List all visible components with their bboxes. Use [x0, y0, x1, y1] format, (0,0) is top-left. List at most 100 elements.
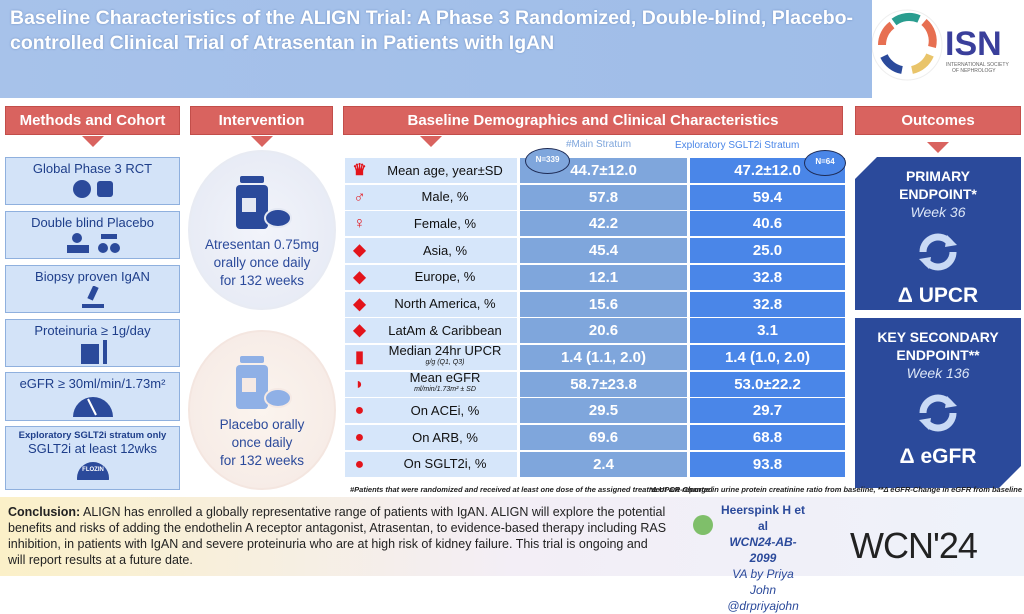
globe-dice-icon: [6, 178, 179, 200]
isn-logo: ISN INTERNATIONAL SOCIETY OF NEPHROLOGY: [871, 0, 1024, 98]
page-title: Baseline Characteristics of the ALIGN Tr…: [10, 7, 854, 54]
row-label: ♛ Mean age, year±SD: [345, 158, 517, 183]
table-row: ◗ Mean eGFR ml/min/1.73m² ± SD 58.7±23.8 5…: [345, 371, 845, 397]
asia-map-icon: ◆: [353, 242, 366, 260]
female-icon: ♀: [353, 215, 366, 233]
main-stratum-value: 45.4: [520, 238, 687, 264]
row-label: ◆ North America, %: [345, 291, 517, 317]
intervention-text: Atresentan 0.75mg orally once daily for 13…: [204, 237, 320, 288]
microscope-icon: [6, 286, 179, 310]
table-row: ● On ARB, % 69.6 68.8: [345, 425, 845, 450]
column-header-main: #Main Stratum: [566, 139, 632, 150]
latam-map-icon: ◆: [353, 322, 366, 340]
header-intervention: Intervention: [190, 106, 333, 135]
conclusion: Conclusion: ALIGN has enrolled a globall…: [8, 505, 667, 567]
credits: Heerspink H et al WCN24-AB-2099 VA by Pr…: [720, 503, 806, 613]
row-label: ◆ Europe, %: [345, 264, 517, 290]
refresh-cycle-icon: [919, 233, 957, 271]
row-label: ♀ Female, %: [345, 211, 517, 237]
table-row: ◆ North America, % 15.6 32.8: [345, 291, 845, 317]
intervention-placebo: Placebo orally once daily for 132 weeks: [188, 330, 336, 490]
gauge-icon: [6, 393, 179, 417]
exploratory-stratum-value: 25.0: [690, 238, 845, 264]
main-stratum-value: 69.6: [520, 425, 687, 450]
column-header-exploratory: Exploratory SGLT2i Stratum: [675, 140, 800, 151]
method-item: eGFR ≥ 30ml/min/1.73m²: [5, 372, 180, 421]
outcome-footnote: *Δ UPCR-Change in urine protein creatini…: [649, 485, 1022, 494]
row-label: ◆ LatAm & Caribbean: [345, 318, 517, 344]
table-row: ♛ Mean age, year±SD 44.7±12.0 47.2±12.0: [345, 158, 845, 183]
table-row: ● On SGLT2i, % 2.4 93.8: [345, 451, 845, 477]
row-label: ● On SGLT2i, %: [345, 451, 517, 477]
male-icon: ♂: [353, 188, 366, 206]
header-methods: Methods and Cohort: [5, 106, 180, 135]
gauge-icon: ◗: [354, 375, 365, 393]
acei-pill-icon: ●: [354, 402, 365, 420]
table-footnote: #Patients that were randomized and recei…: [350, 485, 713, 494]
n-badge-main: N=339: [525, 148, 570, 174]
exploratory-stratum-value: 3.1: [690, 318, 845, 344]
down-arrow-icon: [251, 136, 273, 147]
exploratory-stratum-value: 59.4: [690, 184, 845, 210]
exploratory-stratum-value: 29.7: [690, 398, 845, 424]
row-label: ♂ Male, %: [345, 184, 517, 210]
exploratory-stratum-value: 32.8: [690, 291, 845, 317]
svg-text:OF NEPHROLOGY: OF NEPHROLOGY: [952, 68, 996, 74]
urine-cup-icon: ▮: [355, 348, 364, 366]
svg-text:FLOZIN: FLOZIN: [82, 467, 104, 473]
table-row: ♂ Male, % 57.8 59.4: [345, 184, 845, 210]
row-label: ◗ Mean eGFR ml/min/1.73m² ± SD: [345, 371, 517, 397]
north-america-map-icon: ◆: [353, 295, 366, 313]
method-item: Biopsy proven IgAN: [5, 265, 180, 313]
method-item: Global Phase 3 RCT: [5, 157, 180, 205]
header-outcomes: Outcomes: [855, 106, 1021, 135]
exploratory-stratum-value: 53.0±22.2: [690, 371, 845, 397]
row-label: ● On ACEi, %: [345, 398, 517, 424]
row-label: ● On ARB, %: [345, 425, 517, 450]
urine-cup-icon: [6, 340, 179, 364]
down-arrow-icon: [927, 142, 949, 153]
pill-bottle-icon: [236, 176, 292, 229]
table-row: ● On ACEi, % 29.5 29.7: [345, 398, 845, 424]
main-stratum-value: 12.1: [520, 264, 687, 290]
arb-pill-icon: ●: [354, 429, 365, 446]
method-item: Double blind Placebo: [5, 211, 180, 259]
flozin-pill-icon: FLOZIN: [6, 458, 179, 480]
table-row: ♀ Female, % 42.2 40.6: [345, 211, 845, 237]
intervention-atrasentan: Atresentan 0.75mg orally once daily for 13…: [188, 150, 336, 310]
blinded-people-icon: [6, 232, 179, 254]
main-stratum-value: 58.7±23.8: [520, 371, 687, 397]
cake-icon: ♛: [352, 162, 367, 179]
pill-bottle-icon: [236, 356, 292, 409]
main-stratum-value: 42.2: [520, 211, 687, 237]
europe-map-icon: ◆: [353, 268, 366, 286]
kidney-logo-icon: [693, 515, 713, 535]
header-baseline: Baseline Demographics and Clinical Chara…: [343, 106, 843, 135]
main-stratum-value: 29.5: [520, 398, 687, 424]
table-row: ◆ Asia, % 45.4 25.0: [345, 238, 845, 264]
main-stratum-value: 1.4 (1.1, 2.0): [520, 344, 687, 370]
flozin-pill-icon: ●: [354, 455, 365, 473]
svg-text:INTERNATIONAL SOCIETY: INTERNATIONAL SOCIETY: [946, 62, 1009, 68]
svg-text:ISN: ISN: [945, 25, 1002, 63]
outcome-box: KEY SECONDARY ENDPOINT** Week 136 Δ eGFR: [855, 318, 1021, 488]
main-stratum-value: 15.6: [520, 291, 687, 317]
main-stratum-value: 2.4: [520, 451, 687, 477]
table-row: ◆ LatAm & Caribbean 20.6 3.1: [345, 318, 845, 344]
table-row: ◆ Europe, % 12.1 32.8: [345, 264, 845, 290]
exploratory-stratum-value: 93.8: [690, 451, 845, 477]
main-stratum-value: 20.6: [520, 318, 687, 344]
exploratory-stratum-value: 32.8: [690, 264, 845, 290]
footer: Conclusion: ALIGN has enrolled a globall…: [0, 497, 1024, 613]
method-item: Proteinuria ≥ 1g/day: [5, 319, 180, 367]
exploratory-stratum-value: 1.4 (1.0, 2.0): [690, 344, 845, 370]
n-badge-exploratory: N=64: [804, 150, 846, 176]
row-label: ◆ Asia, %: [345, 238, 517, 264]
exploratory-stratum-value: 40.6: [690, 211, 845, 237]
outcome-box: PRIMARY ENDPOINT* Week 36 Δ UPCR: [855, 157, 1021, 310]
title-banner: Baseline Characteristics of the ALIGN Tr…: [0, 0, 872, 98]
main-stratum-value: 57.8: [520, 184, 687, 210]
intervention-text: Placebo orally once daily for 132 weeks: [219, 417, 305, 468]
refresh-cycle-icon: [913, 388, 963, 438]
row-label: ▮ Median 24hr UPCR g/g (Q1, Q3): [345, 344, 517, 370]
